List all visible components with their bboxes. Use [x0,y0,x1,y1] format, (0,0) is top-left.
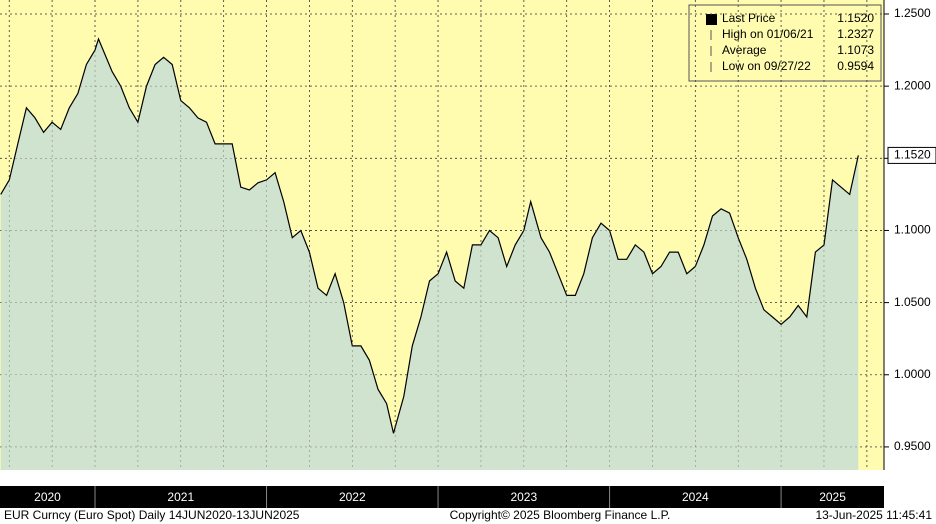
legend: Last Price 1.1520 High on 01/06/21 1.2327 Av… [688,4,882,82]
legend-value: 1.2327 [837,27,874,41]
legend-label: Average [722,43,767,57]
legend-value: 0.9594 [837,59,874,73]
x-tick-label: 2023 [510,490,537,504]
x-tick-label: 2020 [34,490,61,504]
x-tick-label: 2022 [339,490,366,504]
x-tick-label: 2025 [819,490,846,504]
y-tick-label: 1.2000 [894,78,931,92]
legend-marker [706,14,717,25]
y-tick-label: 1.0500 [894,295,931,309]
legend-label: High on 01/06/21 [722,27,814,41]
y-tick-label: 0.9500 [894,439,931,453]
legend-value: 1.1073 [837,43,874,57]
footer-center: Copyright© 2025 Bloomberg Finance L.P. [450,508,671,522]
y-tick-label: 1.0000 [894,367,931,381]
line [0,37,859,434]
last-price-box [887,146,936,164]
year-strip [0,486,884,508]
legend-label: Low on 09/27/22 [722,59,811,73]
x-tick-label: 2021 [167,490,194,504]
footer-right: 13-Jun-2025 11:45:41 [815,508,932,522]
y-tick-label: 1.2500 [894,6,931,20]
x-tick-label: 2024 [682,490,709,504]
footer-left: EUR Curncy (Euro Spot) Daily 14JUN2020-1… [4,508,300,522]
legend-label: Last Price [722,11,776,25]
last-price-label: 1.1520 [894,148,931,162]
y-tick-label: 1.1000 [894,223,931,237]
area [0,39,859,470]
legend-value: 1.1520 [837,11,874,25]
legend-box [688,4,882,82]
